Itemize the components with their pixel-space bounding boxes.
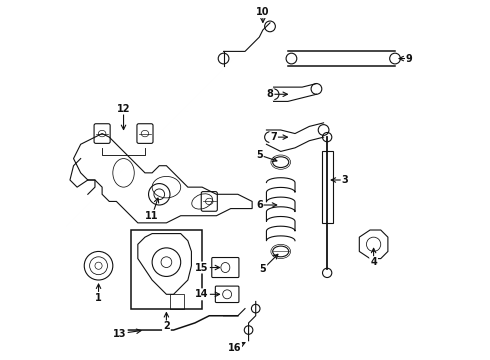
Text: 3: 3 bbox=[342, 175, 348, 185]
Text: 2: 2 bbox=[163, 321, 170, 332]
Bar bbox=[170, 294, 184, 309]
Text: 13: 13 bbox=[113, 329, 127, 339]
Text: 10: 10 bbox=[256, 7, 270, 17]
Text: 7: 7 bbox=[270, 132, 277, 142]
Bar bbox=[322, 152, 333, 223]
Text: 5: 5 bbox=[260, 264, 266, 274]
Text: 1: 1 bbox=[95, 293, 102, 303]
Text: 11: 11 bbox=[146, 211, 159, 221]
Text: 9: 9 bbox=[406, 54, 413, 64]
Text: 6: 6 bbox=[256, 200, 263, 210]
Text: 16: 16 bbox=[227, 343, 241, 353]
Bar bbox=[131, 230, 202, 309]
Text: 8: 8 bbox=[267, 89, 273, 99]
Text: 12: 12 bbox=[117, 104, 130, 113]
Text: 14: 14 bbox=[196, 289, 209, 299]
Text: 4: 4 bbox=[370, 257, 377, 267]
Text: 5: 5 bbox=[256, 150, 263, 160]
Text: 15: 15 bbox=[196, 262, 209, 273]
